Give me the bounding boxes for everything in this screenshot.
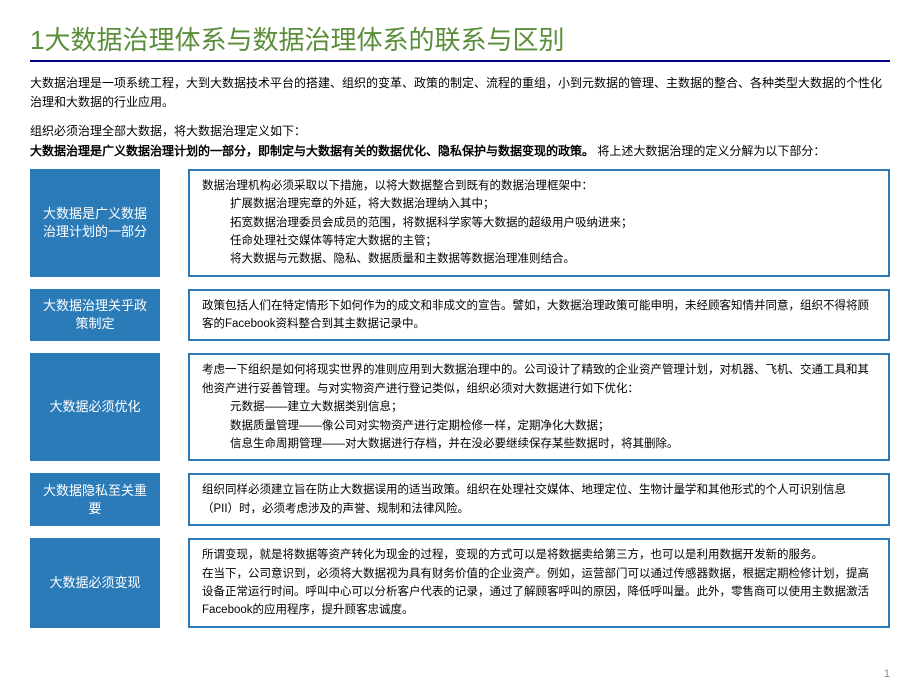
- definition-paragraph: 组织必须治理全部大数据，将大数据治理定义如下： 大数据治理是广义数据治理计划的一…: [30, 122, 890, 160]
- rows-container: 大数据是广义数据治理计划的一部分 数据治理机构必须采取以下措施，以将大数据整合到…: [30, 169, 890, 628]
- row-line: 数据质量管理——像公司对实物资产进行定期检修一样，定期净化大数据；: [202, 417, 876, 435]
- row-line: 所谓变现，就是将数据等资产转化为现金的过程，变现的方式可以是将数据卖给第三方，也…: [202, 546, 876, 564]
- def-suffix: 将上述大数据治理的定义分解为以下部分：: [597, 144, 825, 158]
- def-bold: 大数据治理是广义数据治理计划的一部分，即制定与大数据有关的数据优化、隐私保护与数…: [30, 144, 594, 158]
- row-item: 大数据是广义数据治理计划的一部分 数据治理机构必须采取以下措施，以将大数据整合到…: [30, 169, 890, 277]
- row-item: 大数据隐私至关重要 组织同样必须建立旨在防止大数据误用的适当政策。组织在处理社交…: [30, 473, 890, 526]
- row-line: 组织同样必须建立旨在防止大数据误用的适当政策。组织在处理社交媒体、地理定位、生物…: [202, 481, 876, 518]
- row-line: 任命处理社交媒体等特定大数据的主管；: [202, 232, 876, 250]
- row-label: 大数据必须优化: [30, 353, 160, 461]
- row-line: 在当下，公司意识到，必须将大数据视为具有财务价值的企业资产。例如，运营部门可以通…: [202, 565, 876, 620]
- row-line: 数据治理机构必须采取以下措施，以将大数据整合到既有的数据治理框架中：: [202, 177, 876, 195]
- row-label: 大数据隐私至关重要: [30, 473, 160, 526]
- row-label: 大数据是广义数据治理计划的一部分: [30, 169, 160, 277]
- page-title: 1大数据治理体系与数据治理体系的联系与区别: [30, 20, 890, 57]
- row-item: 大数据必须优化 考虑一下组织是如何将现实世界的准则应用到大数据治理中的。公司设计…: [30, 353, 890, 461]
- intro-paragraph: 大数据治理是一项系统工程，大到大数据技术平台的搭建、组织的变革、政策的制定、流程…: [30, 74, 890, 112]
- row-line: 考虑一下组织是如何将现实世界的准则应用到大数据治理中的。公司设计了精致的企业资产…: [202, 361, 876, 398]
- row-line: 拓宽数据治理委员会成员的范围，将数据科学家等大数据的超级用户吸纳进来；: [202, 214, 876, 232]
- row-content: 考虑一下组织是如何将现实世界的准则应用到大数据治理中的。公司设计了精致的企业资产…: [188, 353, 890, 461]
- title-underline: [30, 60, 890, 62]
- row-line: 元数据——建立大数据类别信息；: [202, 398, 876, 416]
- row-line: 扩展数据治理宪章的外延，将大数据治理纳入其中；: [202, 195, 876, 213]
- row-line: 将大数据与元数据、隐私、数据质量和主数据等数据治理准则结合。: [202, 250, 876, 268]
- row-label: 大数据治理关乎政策制定: [30, 289, 160, 342]
- row-label: 大数据必须变现: [30, 538, 160, 628]
- row-item: 大数据治理关乎政策制定 政策包括人们在特定情形下如何作为的成文和非成文的宣告。譬…: [30, 289, 890, 342]
- page-number: 1: [884, 668, 890, 680]
- row-content: 政策包括人们在特定情形下如何作为的成文和非成文的宣告。譬如，大数据治理政策可能申…: [188, 289, 890, 342]
- row-line: 信息生命周期管理——对大数据进行存档，并在没必要继续保存某些数据时，将其删除。: [202, 435, 876, 453]
- row-line: 政策包括人们在特定情形下如何作为的成文和非成文的宣告。譬如，大数据治理政策可能申…: [202, 297, 876, 334]
- row-content: 所谓变现，就是将数据等资产转化为现金的过程，变现的方式可以是将数据卖给第三方，也…: [188, 538, 890, 628]
- row-content: 组织同样必须建立旨在防止大数据误用的适当政策。组织在处理社交媒体、地理定位、生物…: [188, 473, 890, 526]
- def-prefix: 组织必须治理全部大数据，将大数据治理定义如下：: [30, 124, 306, 138]
- row-content: 数据治理机构必须采取以下措施，以将大数据整合到既有的数据治理框架中： 扩展数据治…: [188, 169, 890, 277]
- row-item: 大数据必须变现 所谓变现，就是将数据等资产转化为现金的过程，变现的方式可以是将数…: [30, 538, 890, 628]
